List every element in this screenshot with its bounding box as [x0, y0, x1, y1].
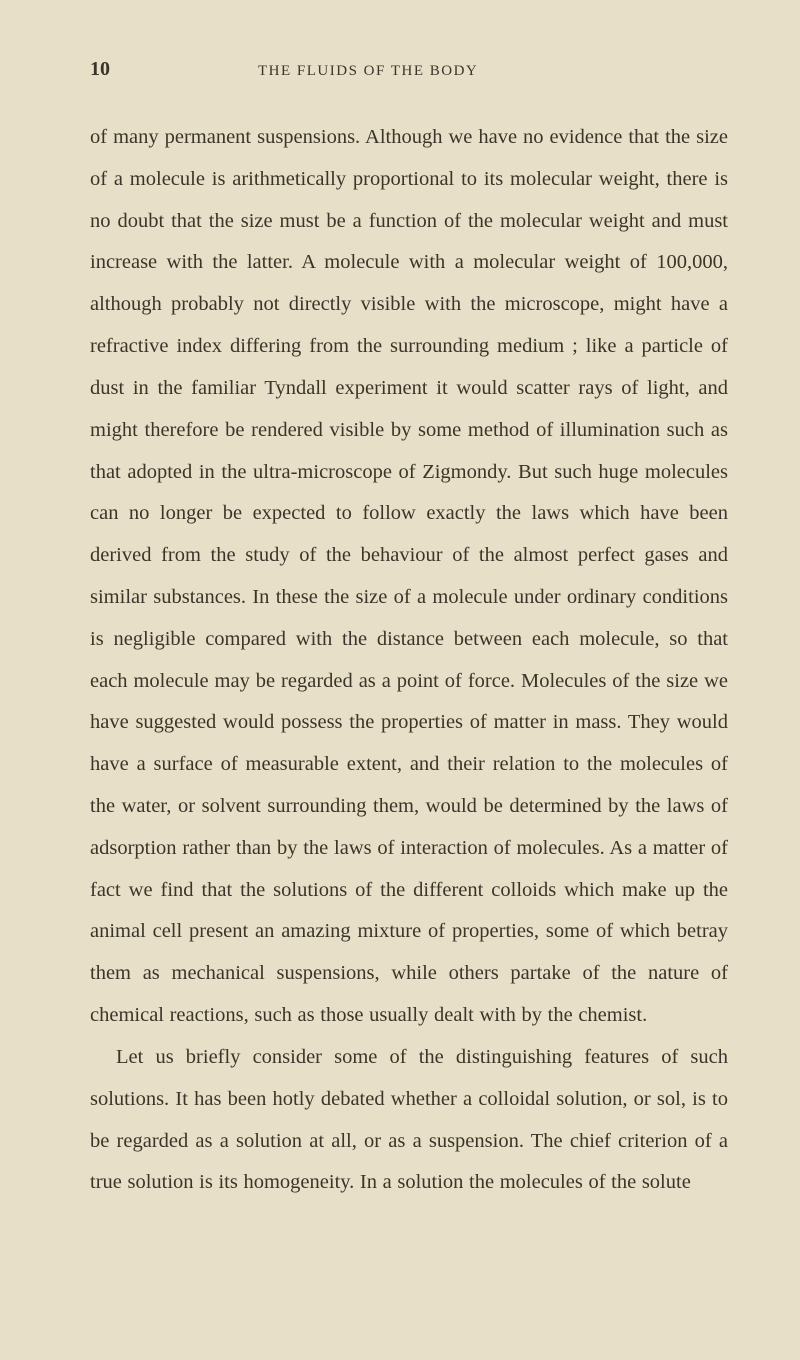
body-text: of many permanent suspensions. Although …: [90, 117, 728, 1204]
page-number: 10: [90, 58, 110, 81]
page-header: 10 THE FLUIDS OF THE BODY: [90, 58, 728, 81]
paragraph-2: Let us briefly consider some of the dist…: [90, 1037, 728, 1204]
running-title: THE FLUIDS OF THE BODY: [258, 63, 478, 80]
paragraph-1: of many permanent suspensions. Although …: [90, 117, 728, 1037]
